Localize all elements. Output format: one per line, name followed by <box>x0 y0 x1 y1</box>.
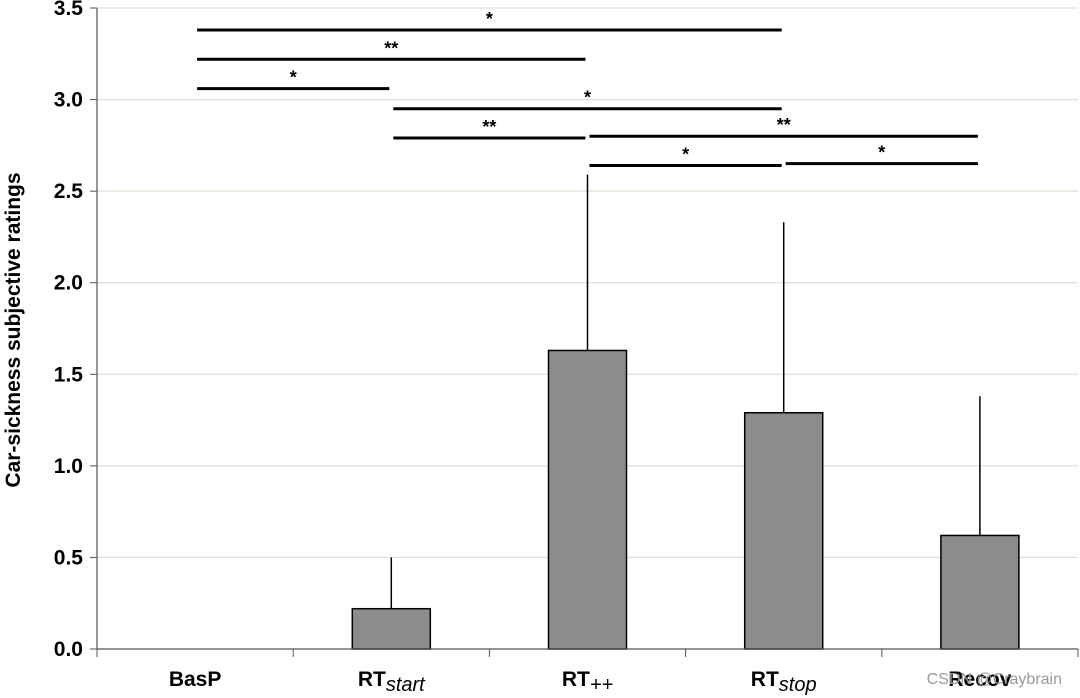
x-category-labels: BasP RTstart RT++ RTstop Recov <box>169 668 1012 696</box>
bars-group <box>351 349 1020 650</box>
category-subscript: ++ <box>590 674 613 696</box>
y-tick-label: 0.0 <box>54 638 83 661</box>
watermark: CSDN @Craybrain <box>927 671 1062 688</box>
significance-label: * <box>290 68 297 88</box>
y-tick-label: 2.0 <box>54 272 83 295</box>
category-main: RT <box>358 668 386 691</box>
category-subscript: stop <box>779 674 817 696</box>
significance-label: ** <box>777 115 791 135</box>
significance-label: ** <box>384 38 398 58</box>
bar <box>940 534 1020 650</box>
category-main: RT <box>562 668 590 691</box>
category-main: Recov <box>948 668 1011 691</box>
x-category-label: RTstart <box>358 668 426 696</box>
significance-label: * <box>486 9 493 29</box>
y-tick-label: 1.5 <box>54 363 84 386</box>
x-category-label: RT++ <box>562 668 613 696</box>
y-tick-label: 3.0 <box>54 89 83 112</box>
bar <box>547 349 628 650</box>
y-axis-title: Car-sickness subjective ratings <box>2 172 25 487</box>
y-tick-label: 2.5 <box>54 180 84 203</box>
x-category-label: Recov <box>948 668 1011 691</box>
y-tick-label: 3.5 <box>54 0 84 20</box>
error-bars-group <box>390 174 981 609</box>
y-tick-label: 1.0 <box>54 455 83 478</box>
category-subscript: start <box>386 674 426 696</box>
bar <box>351 607 432 650</box>
x-category-label: RTstop <box>751 668 817 696</box>
significance-label: * <box>584 88 591 108</box>
category-main: RT <box>751 668 779 691</box>
bar <box>743 411 824 650</box>
significance-label: ** <box>482 117 496 137</box>
significance-brackets: ******* *** * <box>197 9 978 168</box>
category-main: BasP <box>169 668 222 691</box>
y-tick-label: 0.5 <box>54 546 84 569</box>
axes <box>90 7 1079 657</box>
x-category-label: BasP <box>169 668 222 691</box>
significance-label: * <box>878 143 885 163</box>
y-tick-labels: 0.0 0.5 1.0 1.5 2.0 2.5 3.0 3.5 <box>54 0 84 661</box>
significance-label: * <box>682 145 689 165</box>
